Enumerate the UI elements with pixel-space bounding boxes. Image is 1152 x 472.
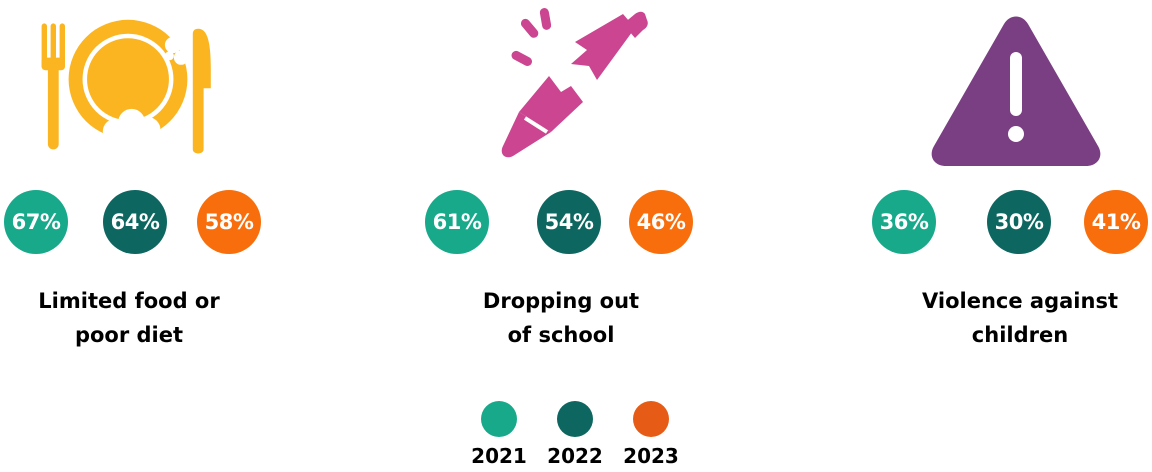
percent-circle-2023: 41% [1084,190,1148,254]
broken-pencil-icon [501,8,648,158]
percent-circle-2022: 54% [537,190,601,254]
panel-limited-food: 67% 64% 58% Limited food or poor diet [0,0,300,370]
caption-line: Limited food or [38,289,220,313]
legend-swatch [481,401,517,437]
legend: 2021 2022 2023 [470,400,690,472]
percent-circle-2023: 46% [629,190,693,254]
legend-item-2023: 2023 [622,400,692,472]
legend-item-2022: 2022 [546,400,616,472]
category-caption: Violence against children [900,284,1140,352]
percent-circles-school: 61% 54% 46% [421,190,721,254]
caption-line: poor diet [74,323,184,347]
plate-fork-knife-icon [41,19,211,166]
legend-item-2021: 2021 [470,400,540,472]
percent-circle-2021: 61% [425,190,489,254]
percent-circle-2022: 30% [987,190,1051,254]
legend-swatch [633,401,669,437]
category-caption: Dropping out of school [456,284,666,352]
percent-circle-2021: 36% [872,190,936,254]
panel-violence: 36% 30% 41% Violence against children [870,0,1152,370]
percent-circle-2021: 67% [4,190,68,254]
percent-circle-2023: 58% [197,190,261,254]
category-caption: Limited food or poor diet [0,284,258,352]
caption-line: children [971,323,1069,347]
percent-circles-food: 67% 64% 58% [0,190,300,254]
percent-circle-2022: 64% [103,190,167,254]
legend-swatch [557,401,593,437]
legend-label: 2021 [471,444,527,468]
caption-line: of school [507,323,615,347]
panel-dropping-out: 61% 54% 46% Dropping out of school [421,0,721,370]
warning-triangle-icon [931,16,1101,166]
caption-line: Violence against [922,289,1118,313]
caption-line: Dropping out [482,289,640,313]
percent-circles-violence: 36% 30% 41% [870,190,1152,254]
legend-label: 2022 [547,444,603,468]
legend-label: 2023 [623,444,679,468]
